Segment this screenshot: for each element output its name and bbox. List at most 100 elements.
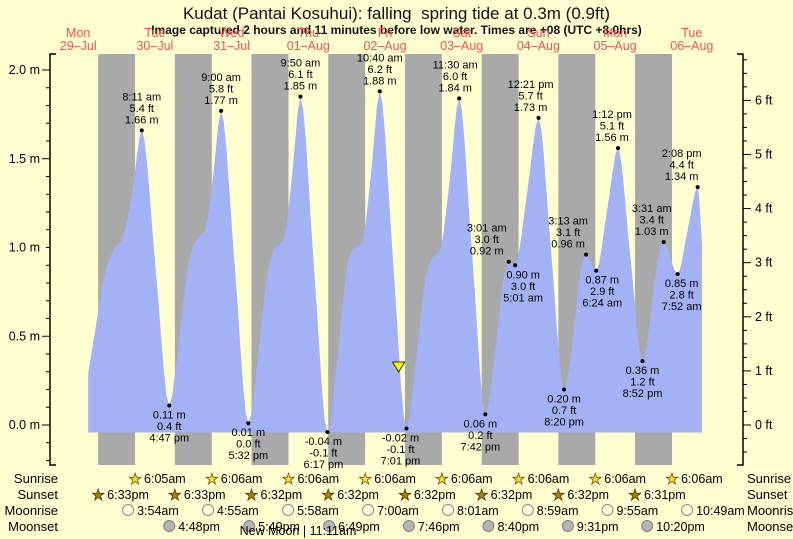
tide-point [325, 430, 330, 435]
tide-annotation-line: 3:13 am [548, 216, 588, 228]
tide-annotation-line: 10:40 am [357, 52, 403, 64]
moonrise-row: Moonrise Moonrise 3:54am 4:55am 5:58am 7:00am… [5, 503, 793, 518]
sunrise-time: 6:06am [528, 472, 570, 486]
tide-annotation-line: 7:42 pm [460, 441, 500, 453]
tide-annotation-line: -0.04 m [305, 436, 342, 448]
date-label-day: Mon [66, 26, 90, 40]
y-axis-right-label: 1 ft [755, 364, 773, 378]
tide-point [167, 403, 172, 408]
y-axis-right-label: 6 ft [755, 93, 773, 107]
tide-annotation-line: 3.4 ft [640, 215, 664, 227]
tide-annotation-line: 8:52 pm [623, 388, 663, 400]
tide-annotation-line: 8:11 am [122, 91, 161, 103]
tide-point [594, 268, 599, 273]
tide-point [404, 426, 409, 431]
moonset-row-label-left: Moonset [8, 519, 58, 534]
sunset-time: 6:33pm [107, 488, 149, 502]
date-label-date: 05–Aug [594, 39, 637, 53]
tide-annotations: 8:11 am5.4 ft1.66 m 0.11 m0.4 ft4:47 pm 9:… [122, 52, 701, 471]
y-axis-left-label: 2.0 m [9, 63, 40, 77]
sunrise-icon: ★ [665, 471, 678, 488]
tide-annotation-line: 6:24 am [582, 298, 622, 310]
tide-point [219, 108, 224, 113]
sunset-icon: ★ [552, 487, 565, 504]
moonrise-time: 4:55am [217, 504, 259, 518]
tide-annotation-line: 4.4 ft [669, 160, 693, 172]
sunset-icon: ★ [168, 487, 181, 504]
tide-point [246, 421, 251, 426]
y-axis-left-label: 1.5 m [9, 152, 40, 166]
sunset-time: 6:31pm [644, 488, 686, 502]
tide-annotation-line: 0.96 m [551, 239, 585, 251]
tide-annotation-line: 3.0 ft [511, 281, 535, 293]
tide-annotation-line: 3.0 ft [475, 234, 499, 246]
sunset-icon: ★ [475, 487, 488, 504]
tide-annotation-high: 12:21 pm5.7 ft1.73 m [508, 79, 554, 120]
y-axis-right-label: 3 ft [755, 256, 773, 270]
sunrise-row-label-left: Sunrise [14, 471, 58, 486]
tide-annotation-high: 10:40 am6.2 ft1.88 m [357, 52, 403, 94]
tide-annotation-high: 11:30 am6.0 ft1.84 m [433, 59, 478, 101]
astro-rows: Sunrise Sunrise★ 6:05am ★ 6:06am ★ 6:06am ★ 6:06… [5, 471, 793, 534]
tide-annotation-minor_low: 0.87 m2.9 ft6:24 am [582, 268, 622, 310]
tide-annotation-line: 6.1 ft [288, 69, 312, 81]
tide-annotation-line: 1.56 m [595, 132, 629, 144]
sunrise-icon: ★ [282, 471, 295, 488]
tide-annotation-line: 0.4 ft [157, 421, 181, 433]
page-title: Kudat (Pantai Kosuhui): falling spring t… [182, 4, 611, 23]
moonrise-row-label-left: Moonrise [5, 503, 58, 518]
tide-annotation-minor_high: 3:01 am3.0 ft0.92 m [467, 223, 511, 264]
moonset-time: 6:49pm [338, 520, 380, 534]
date-label-day: Tue [144, 26, 165, 40]
moonset-row: Moonset Moonset 4:48pm 5:49pm 6:49pm 7:46pm 8:… [8, 519, 793, 534]
moonrise-icon [601, 504, 614, 516]
date-label-date: 30–Jul [136, 39, 173, 53]
moonrise-time: 8:59am [537, 504, 579, 518]
moon-phase-footer: New Moon | 11:11am [240, 524, 357, 538]
tide-annotation-line: 9:50 am [281, 58, 321, 70]
date-label-day: Mon [603, 26, 627, 40]
moonset-time: 7:46pm [418, 520, 460, 534]
tide-point [506, 259, 511, 264]
sunrise-time: 6:06am [221, 472, 263, 486]
tide-annotation-line: 0.92 m [470, 246, 504, 258]
tide-annotation-low: 0.11 m0.4 ft4:47 pm [149, 403, 189, 444]
sunrise-time: 6:06am [374, 472, 416, 486]
tide-annotation-line: 1.88 m [363, 75, 397, 87]
tide-annotation-line: 1.77 m [204, 95, 238, 107]
tide-annotation-line: 0.2 ft [468, 430, 492, 442]
tide-annotation-line: 6:17 pm [304, 459, 344, 471]
y-axis-left-label: 0.0 m [9, 418, 40, 432]
tide-annotation-minor_high: 3:31 am3.4 ft1.03 m [632, 203, 672, 245]
tide-annotation-line: 1:12 pm [592, 109, 632, 121]
moonrise-icon [521, 504, 534, 516]
moonset-time: 9:31pm [577, 520, 619, 534]
date-label-day: Tue [681, 26, 702, 40]
tide-annotation-line: 5.4 ft [130, 103, 154, 115]
sunrise-icon: ★ [128, 471, 141, 488]
tide-point [584, 252, 589, 257]
sunrise-row-label-right: Sunrise [747, 471, 791, 486]
moonrise-row-label-right: Moonrise [747, 503, 793, 518]
tide-annotation-low: 0.01 m0.0 ft5:32 pm [228, 421, 268, 462]
tide-annotation-low: 0.20 m0.7 ft8:20 pm [544, 387, 584, 429]
tide-annotation-line: 8:20 pm [544, 417, 584, 429]
tide-annotation-line: -0.1 ft [386, 444, 414, 456]
tide-annotation-line: 0.11 m [153, 409, 186, 421]
moonrise-time: 3:54am [137, 504, 179, 518]
sunset-row-label-left: Sunset [18, 487, 59, 502]
tide-annotation-line: 3:31 am [632, 203, 672, 215]
sunset-time: 6:32pm [567, 488, 609, 502]
tide-annotation-line: 6.2 ft [368, 64, 392, 76]
moonrise-time: 7:00am [377, 504, 419, 518]
tide-annotation-line: 1.73 m [514, 102, 548, 114]
date-label-day: Thu [298, 26, 320, 40]
date-label-date: 04–Aug [517, 39, 560, 53]
tide-annotation-line: 3.1 ft [556, 227, 580, 239]
moonrise-icon [122, 504, 135, 516]
tide-annotation-low: -0.02 m-0.1 ft7:01 pm [381, 426, 420, 468]
date-label-date: 06–Aug [670, 39, 713, 53]
sunset-time: 6:33pm [184, 488, 226, 502]
moonset-icon [561, 520, 574, 532]
